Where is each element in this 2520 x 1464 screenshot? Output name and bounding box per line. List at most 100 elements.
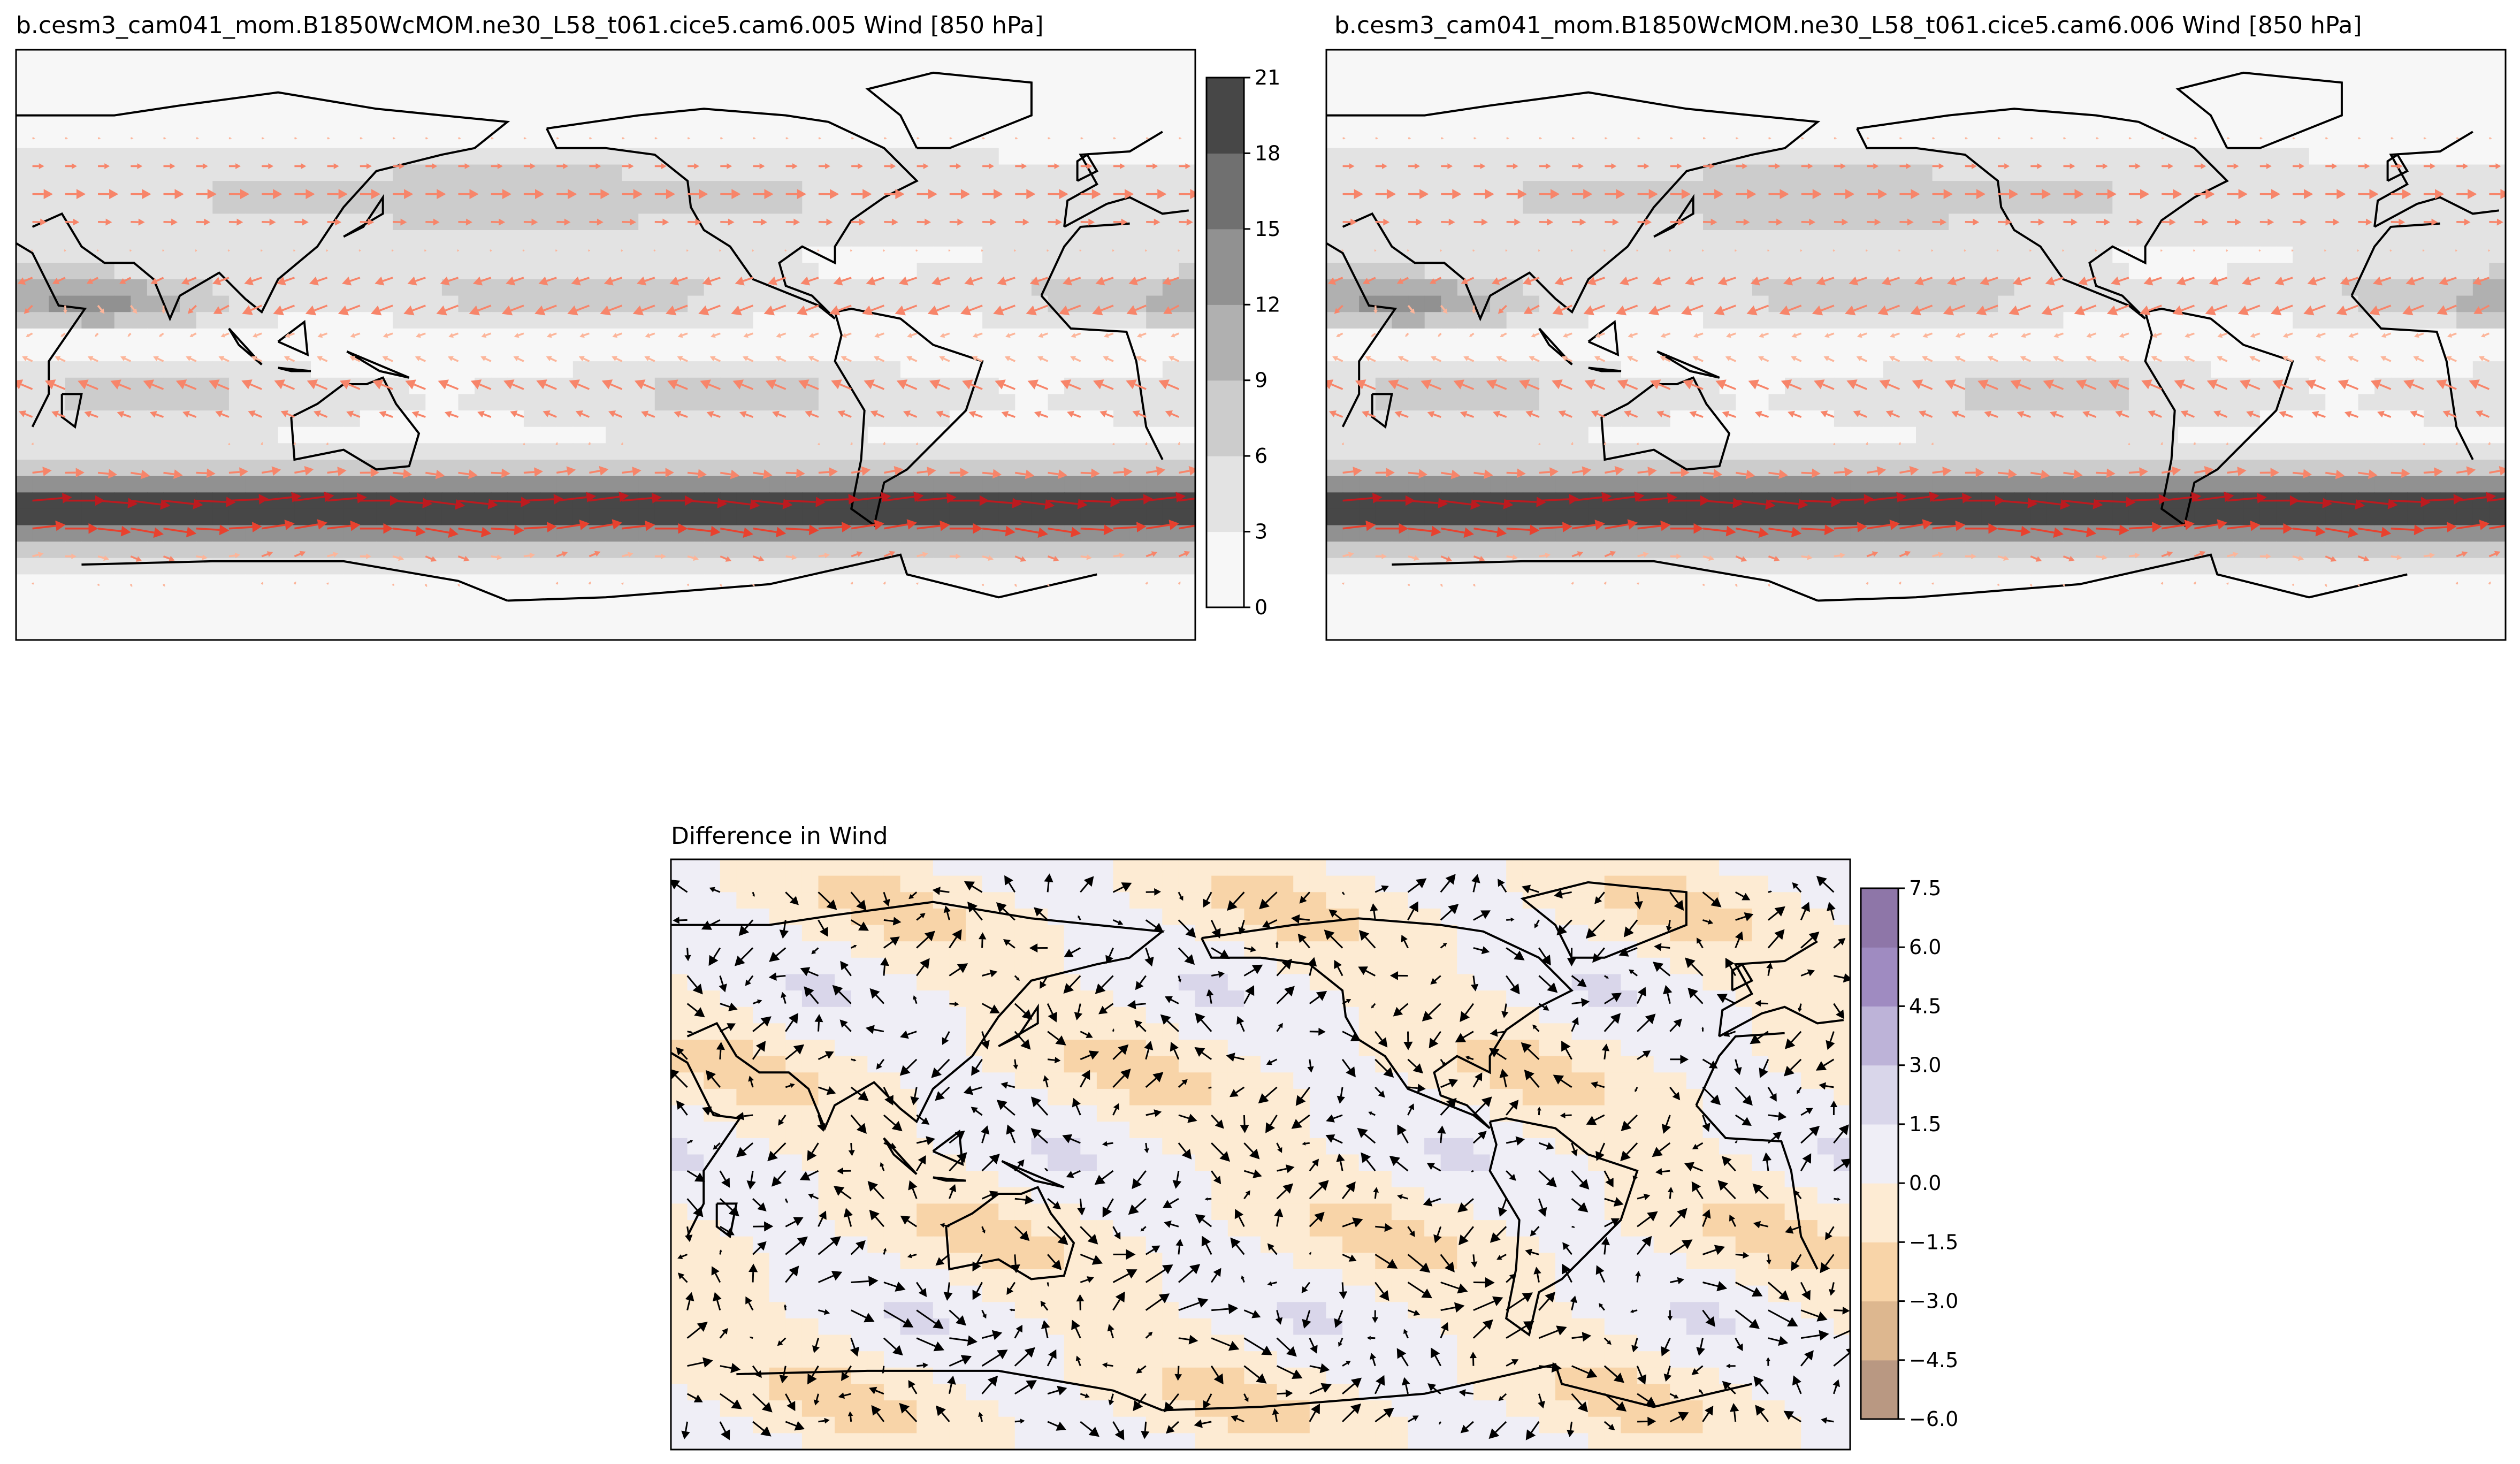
contour-cell — [1637, 230, 1654, 247]
contour-cell — [393, 574, 410, 591]
wind-vector — [32, 552, 44, 558]
contour-cell — [1670, 246, 1687, 264]
contour-cell — [1719, 164, 1737, 181]
contour-cell — [425, 328, 442, 346]
contour-cell — [163, 230, 180, 247]
contour-cell — [704, 361, 721, 378]
contour-cell — [1686, 263, 1704, 280]
contour-cell — [180, 460, 197, 477]
wind-vector — [32, 467, 52, 476]
contour-cell — [81, 426, 98, 444]
colorbar-tick-label: 0 — [1255, 596, 1267, 619]
contour-cell — [851, 230, 868, 247]
contour-cell — [196, 312, 213, 329]
contour-cell — [311, 443, 328, 460]
contour-cell — [245, 181, 262, 198]
contour-cell — [1818, 164, 1835, 181]
contour-cell — [1539, 230, 1556, 247]
contour-cell — [1424, 246, 1442, 264]
wind-vector — [1113, 218, 1128, 226]
contour-cell — [1572, 246, 1589, 264]
contour-cell — [1686, 394, 1704, 411]
contour-cell — [1326, 263, 1343, 280]
contour-cell — [163, 361, 180, 378]
contour-cell — [949, 443, 967, 460]
contour-cell — [1867, 410, 1884, 428]
contour-cell — [802, 148, 819, 165]
contour-cell — [2341, 164, 2359, 181]
contour-cell — [1424, 328, 1442, 346]
wind-vector — [960, 304, 983, 316]
contour-cell — [802, 394, 819, 411]
contour-cell — [16, 361, 33, 378]
contour-cell — [2178, 66, 2195, 83]
contour-cell — [2358, 312, 2375, 329]
contour-cell — [32, 377, 49, 395]
contour-cell — [572, 394, 590, 411]
contour-cell — [2489, 132, 2506, 149]
contour-cell — [147, 148, 164, 165]
contour-cell — [81, 460, 98, 477]
contour-cell — [1637, 295, 1654, 312]
contour-cell — [475, 164, 492, 181]
contour-cell — [851, 443, 868, 460]
contour-cell — [1162, 214, 1180, 231]
contour-cell — [2276, 197, 2293, 215]
contour-cell — [475, 394, 492, 411]
wind-vector — [26, 332, 33, 337]
contour-cell — [589, 623, 606, 640]
contour-cell — [114, 607, 132, 624]
contour-cell — [540, 263, 557, 280]
wind-vector — [407, 276, 426, 286]
contour-cell — [1850, 394, 1867, 411]
wind-vector — [339, 379, 361, 390]
contour-cell — [2030, 82, 2048, 100]
contour-cell — [2096, 98, 2113, 116]
contour-cell — [262, 508, 279, 526]
contour-cell — [867, 66, 885, 83]
contour-cell — [327, 246, 344, 264]
contour-cell — [802, 542, 819, 559]
contour-cell — [2472, 132, 2490, 149]
wind-vector — [818, 467, 838, 477]
contour-cell — [327, 591, 344, 608]
contour-cell — [540, 98, 557, 116]
wind-vector — [982, 137, 986, 140]
wind-vector — [637, 276, 655, 286]
contour-cell — [933, 164, 950, 181]
contour-cell — [606, 214, 623, 231]
contour-cell — [1899, 295, 1916, 312]
contour-cell — [212, 508, 230, 526]
contour-cell — [638, 394, 655, 411]
contour-cell — [2046, 361, 2064, 378]
contour-cell — [2145, 132, 2162, 149]
contour-cell — [1736, 230, 1753, 247]
contour-cell — [785, 377, 803, 395]
contour-cell — [16, 607, 33, 624]
contour-cell — [163, 246, 180, 264]
contour-cell — [2358, 410, 2375, 428]
contour-cell — [1113, 263, 1131, 280]
contour-cell — [245, 460, 262, 477]
contour-cell — [327, 623, 344, 640]
contour-cell — [16, 148, 33, 165]
contour-cell — [1703, 66, 1720, 83]
wind-vector — [949, 553, 961, 559]
contour-cell — [1965, 50, 1982, 67]
contour-cell — [2423, 345, 2441, 362]
wind-vector — [523, 218, 538, 226]
contour-cell — [1146, 377, 1163, 395]
contour-cell — [1162, 361, 1180, 378]
wind-vector — [218, 356, 230, 362]
contour-cell — [458, 623, 475, 640]
contour-cell — [441, 542, 459, 559]
contour-cell — [2472, 214, 2490, 231]
wind-vector — [589, 551, 601, 558]
contour-cell — [343, 197, 361, 215]
contour-cell — [1572, 328, 1589, 346]
contour-cell — [1621, 66, 1638, 83]
contour-cell — [2423, 98, 2441, 116]
contour-cell — [2440, 164, 2457, 181]
contour-cell — [1359, 312, 1376, 329]
